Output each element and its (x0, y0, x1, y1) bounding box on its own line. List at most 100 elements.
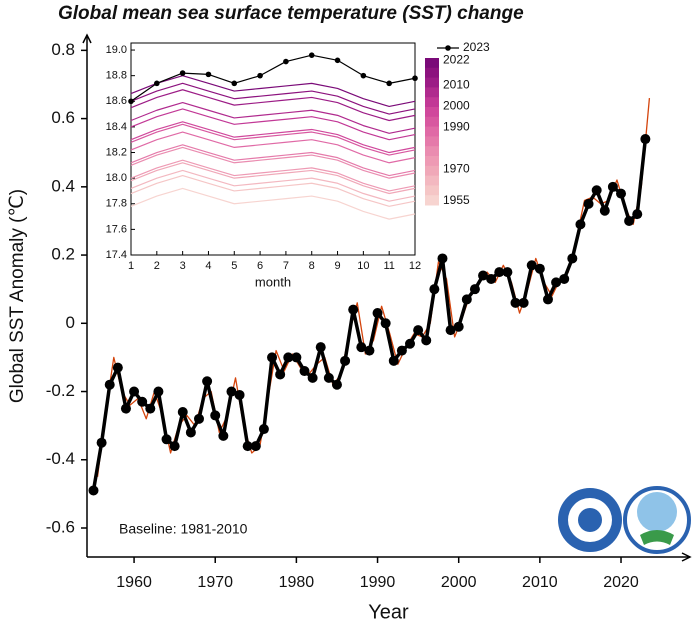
point (413, 325, 424, 336)
y-tick-label: 17.6 (106, 223, 127, 235)
point (258, 424, 269, 435)
point (348, 304, 359, 315)
colorbar-band (425, 116, 439, 128)
x-tick-label: 1990 (360, 574, 396, 591)
colorbar-band (425, 175, 439, 186)
colorbar-band (425, 165, 439, 177)
point (112, 362, 123, 373)
point (331, 379, 342, 390)
point (412, 75, 418, 82)
x-tick-label: 2010 (522, 574, 558, 591)
point (340, 355, 351, 366)
y-tick-label: 0.8 (51, 40, 75, 59)
colorbar-label: 1970 (443, 161, 470, 175)
x-axis-title: Year (368, 601, 409, 623)
logo-cas-core (578, 508, 602, 532)
legend-marker (445, 45, 451, 51)
y-tick-label: 18.8 (106, 70, 127, 82)
point (469, 284, 480, 295)
point (231, 80, 238, 87)
point (161, 434, 172, 445)
point (177, 407, 188, 417)
point (120, 403, 131, 414)
point (179, 70, 186, 76)
series-line (130, 144, 416, 177)
legend-label: 2023 (463, 40, 490, 54)
y-tick-label: 17.8 (106, 198, 127, 210)
point (315, 342, 326, 353)
point (386, 80, 392, 87)
point (226, 386, 237, 397)
logos (558, 486, 691, 554)
colorbar-label: 1955 (443, 193, 470, 207)
colorbar-band (425, 77, 439, 88)
colorbar-label: 2010 (443, 77, 470, 91)
point (185, 427, 196, 438)
series-line (130, 146, 416, 179)
series-line (130, 174, 416, 207)
x-tick-label: 9 (334, 260, 340, 272)
point (257, 72, 263, 79)
point (583, 198, 594, 209)
point (437, 253, 448, 264)
point (364, 345, 375, 356)
y-tick-label: 18.2 (106, 146, 127, 158)
point (88, 485, 99, 496)
point (356, 342, 367, 353)
y-tick-label: 0.6 (51, 108, 75, 127)
point (145, 403, 156, 414)
point (478, 270, 489, 281)
point (429, 284, 440, 295)
y-tick-label: 17.4 (106, 249, 127, 261)
x-tick-label: 5 (231, 260, 237, 272)
x-tick-label: 2 (154, 260, 160, 272)
point (380, 318, 391, 329)
series-line (130, 75, 416, 108)
point (193, 413, 204, 424)
point (518, 297, 529, 308)
colorbar-band (425, 107, 439, 118)
series-line (130, 101, 416, 134)
point (461, 294, 472, 305)
point (104, 379, 115, 390)
point (275, 369, 286, 380)
y-tick-label: 18.4 (106, 121, 127, 133)
point (502, 267, 513, 278)
point (567, 253, 578, 264)
y-tick-label: 18.6 (106, 95, 127, 107)
y-axis-arrow (82, 33, 92, 44)
series-line (130, 54, 416, 102)
point (169, 441, 180, 452)
point (607, 181, 618, 192)
point (323, 372, 334, 383)
colorbar-band (425, 146, 439, 157)
x-tick-label: 8 (309, 260, 315, 272)
chart-title: Global mean sea surface temperature (SST… (58, 3, 524, 24)
series-line (130, 162, 416, 195)
point (283, 352, 294, 363)
y-tick-label: -0.2 (46, 381, 75, 400)
series-line (130, 131, 416, 164)
series-line (130, 108, 416, 141)
colorbar-band (425, 136, 439, 147)
y-axis-title: Global SST Anomaly (℃) (7, 189, 28, 403)
colorbar-band (425, 58, 439, 69)
colorbar-label: 1990 (443, 119, 470, 133)
x-axis-arrow (681, 552, 692, 562)
y-tick-label: -0.6 (46, 517, 75, 536)
point (534, 263, 545, 274)
point (372, 308, 383, 319)
point (210, 410, 221, 421)
point (542, 294, 553, 305)
point (283, 58, 289, 65)
colorbar-band (425, 87, 439, 98)
colorbar-band (425, 126, 439, 137)
point (640, 134, 651, 145)
series-line (130, 123, 416, 156)
x-tick-label: 1960 (116, 574, 152, 591)
colorbar-band (425, 156, 439, 167)
point (307, 372, 318, 383)
x-tick-label: 10 (357, 260, 369, 272)
point (234, 389, 245, 400)
